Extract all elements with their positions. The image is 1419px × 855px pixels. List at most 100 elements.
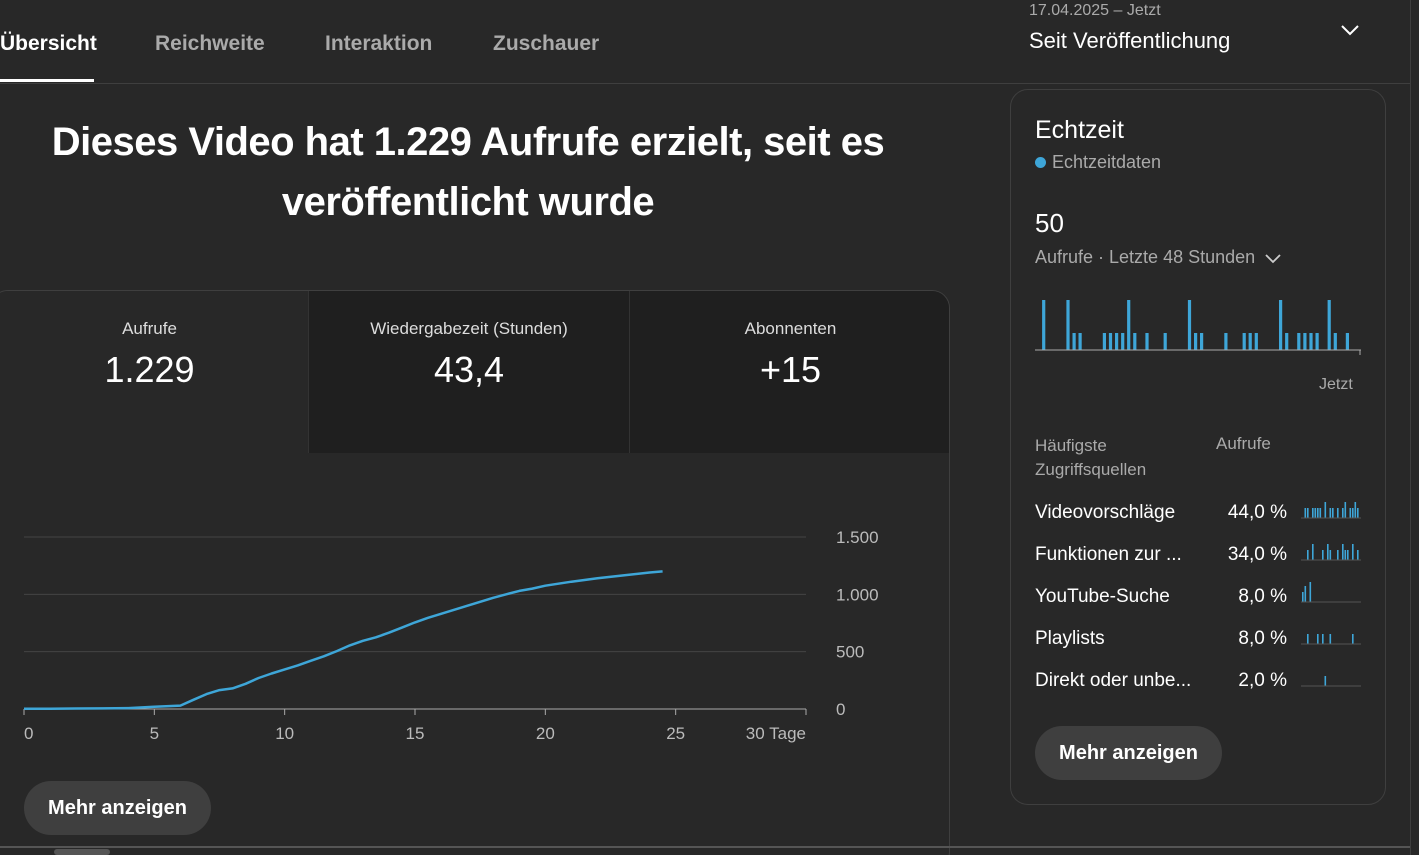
metric-views[interactable]: Aufrufe 1.229 — [0, 291, 308, 453]
realtime-bar — [1345, 333, 1349, 350]
source-sparkline — [1301, 582, 1361, 603]
realtime-bar — [1072, 333, 1076, 350]
sparkline-bar — [1352, 634, 1354, 644]
page-headline: Dieses Video hat 1.229 Aufrufe erzielt, … — [51, 120, 885, 224]
realtime-bar — [1248, 333, 1252, 350]
tab-audience[interactable]: Zuschauer — [493, 32, 600, 55]
x-tick-label: 20 — [536, 724, 555, 743]
views-line-chart: 0 500 1.000 1.500 0 5 10 15 20 25 30 Tage — [23, 528, 879, 743]
sparkline-bar — [1307, 634, 1309, 644]
realtime-bar — [1333, 333, 1337, 350]
active-tab-indicator — [0, 79, 94, 82]
x-tick-label: 5 — [150, 724, 159, 743]
realtime-bar — [1066, 300, 1070, 350]
source-row[interactable]: Direkt oder unbe... 2,0 % — [1035, 670, 1365, 700]
realtime-bar — [1127, 300, 1131, 350]
sparkline-bar — [1317, 508, 1319, 518]
metric-value: 1.229 — [104, 349, 195, 390]
source-name: YouTube-Suche — [1035, 586, 1170, 607]
sparkline-bar — [1327, 544, 1329, 560]
x-tick-label: 15 — [406, 724, 425, 743]
source-percent: 8,0 % — [1238, 628, 1287, 649]
realtime-period-selector[interactable]: Aufrufe · Letzte 48 Stunden — [1035, 247, 1283, 268]
vertical-scrollbar[interactable] — [1410, 0, 1419, 855]
realtime-show-more-button[interactable]: Mehr anzeigen — [1035, 726, 1222, 780]
source-row[interactable]: Playlists 8,0 % — [1035, 628, 1365, 658]
metric-label: Aufrufe — [122, 319, 177, 338]
sparkline-bar — [1352, 508, 1354, 518]
y-tick-label: 0 — [836, 700, 845, 719]
realtime-bar — [1279, 300, 1283, 350]
realtime-subtitle-text: Echtzeitdaten — [1052, 152, 1162, 172]
realtime-period-label: Aufrufe · Letzte 48 Stunden — [1035, 247, 1256, 267]
date-range[interactable]: 17.04.2025 – Jetzt — [1029, 2, 1161, 19]
realtime-bar — [1187, 300, 1192, 350]
sources-header: Häufigste Zugriffsquellen — [1035, 436, 1147, 479]
x-tick-label: 30 Tage — [746, 724, 806, 743]
metric-value: 43,4 — [433, 349, 505, 390]
realtime-bar — [1163, 333, 1167, 350]
sparkline-bar — [1324, 502, 1327, 518]
realtime-bar — [1309, 333, 1313, 350]
realtime-bar — [1303, 333, 1307, 350]
sparkline-bar — [1347, 550, 1349, 560]
realtime-bar — [1194, 333, 1198, 350]
realtime-bar — [1145, 333, 1149, 350]
sparkline-bar — [1342, 544, 1344, 560]
y-tick-label: 1.500 — [836, 528, 879, 547]
sparkline-bar — [1307, 550, 1309, 560]
sparkline-bar — [1314, 508, 1317, 518]
metric-label: Abonnenten — [744, 319, 837, 338]
sparkline-bar — [1304, 586, 1307, 602]
source-sparkline — [1301, 634, 1361, 645]
tab-overview[interactable]: Übersicht — [0, 32, 97, 55]
x-tick-label: 0 — [24, 724, 33, 743]
source-name: Funktionen zur ... — [1035, 544, 1182, 565]
source-percent: 44,0 % — [1227, 502, 1287, 523]
sources-value-header: Aufrufe — [1216, 434, 1271, 453]
source-row[interactable]: YouTube-Suche 8,0 % — [1035, 582, 1365, 616]
tab-reach[interactable]: Reichweite — [155, 32, 265, 55]
sparkline-bar — [1304, 508, 1307, 518]
sparkline-bar — [1312, 544, 1314, 560]
sparkline-bar — [1344, 550, 1347, 560]
sparkline-bar — [1337, 550, 1339, 560]
realtime-title: Echtzeit — [1035, 116, 1124, 144]
metric-subscribers[interactable]: Abonnenten +15 — [629, 291, 949, 453]
source-sparkline — [1301, 676, 1361, 687]
y-tick-label: 500 — [836, 643, 864, 662]
sparkline-bar — [1342, 508, 1344, 518]
date-range-label[interactable]: Seit Veröffentlichung — [1029, 28, 1231, 53]
chevron-down-icon — [1265, 253, 1281, 263]
sparkline-bar — [1307, 508, 1309, 518]
source-sparkline — [1301, 544, 1361, 561]
sparkline-bar — [1344, 502, 1347, 518]
source-row[interactable]: Videovorschläge 44,0 % — [1035, 502, 1365, 532]
realtime-panel: Echtzeit Echtzeitdaten 50 Aufrufe · Letz… — [1010, 89, 1386, 805]
sparkline-bar — [1357, 508, 1359, 518]
sparkline-bar — [1322, 550, 1324, 560]
live-dot-icon — [1035, 157, 1046, 168]
tab-engagement[interactable]: Interaktion — [325, 32, 433, 55]
sparkline-bar — [1322, 634, 1324, 644]
realtime-bar — [1133, 333, 1137, 350]
overview-card: Aufrufe 1.229 Wiedergabezeit (Stunden) 4… — [0, 290, 950, 855]
show-more-button[interactable]: Mehr anzeigen — [24, 781, 211, 835]
realtime-bar — [1115, 333, 1119, 350]
bottom-divider — [0, 846, 1410, 848]
horizontal-scrollbar[interactable] — [54, 849, 110, 855]
sparkline-bar — [1312, 508, 1314, 518]
sparkline-bar — [1332, 508, 1334, 518]
metric-label: Wiedergabezeit (Stunden) — [370, 319, 568, 338]
realtime-bar — [1327, 300, 1331, 350]
chevron-down-icon[interactable] — [1338, 18, 1362, 42]
metric-watch-time[interactable]: Wiedergabezeit (Stunden) 43,4 — [308, 291, 629, 453]
source-row[interactable]: Funktionen zur ... 34,0 % — [1035, 544, 1365, 574]
sparkline-bar — [1337, 508, 1339, 518]
realtime-bar — [1242, 333, 1246, 350]
sparkline-bar — [1317, 634, 1319, 644]
source-name: Videovorschläge — [1035, 502, 1176, 523]
realtime-bar — [1078, 333, 1082, 350]
sparkline-bar — [1354, 502, 1357, 518]
